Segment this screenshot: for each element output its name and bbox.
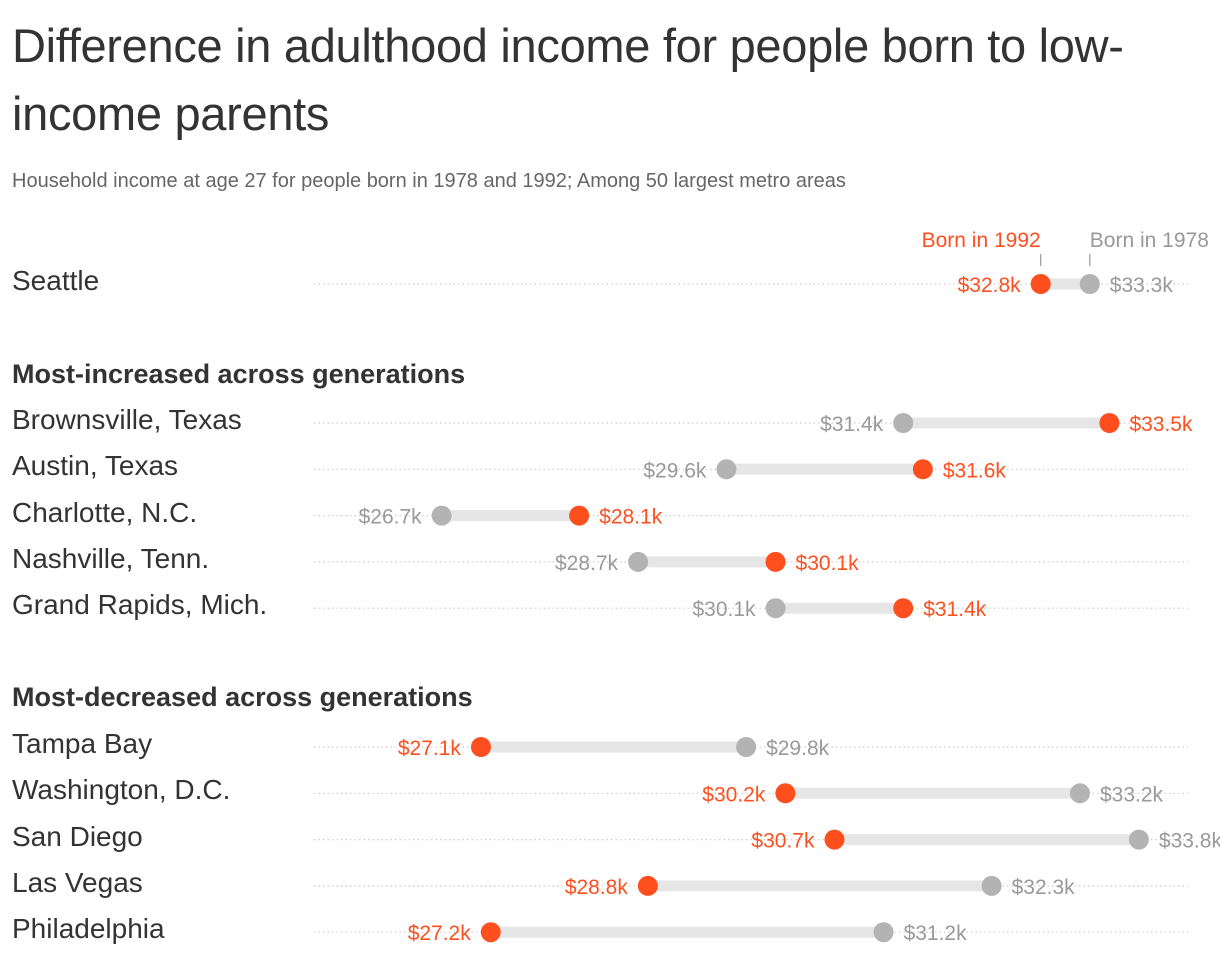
chart-title: Difference in adulthood income for peopl… [12,19,1124,140]
dot-born-1992 [1030,274,1051,294]
value-label-1992: $33.5k [1129,413,1193,436]
value-label-1978: $30.1k [692,598,756,621]
value-label-1992: $30.7k [751,830,815,853]
row-label-seattle: Seattle [12,265,100,296]
value-label-1978: $33.3k [1110,274,1174,297]
row-label: San Diego [12,820,143,852]
value-label-1992: $31.6k [943,459,1007,482]
dot-born-1978 [893,413,914,433]
dot-born-1992 [1099,413,1120,433]
dot-born-1992 [569,505,590,526]
value-label-1992: $27.2k [408,922,472,945]
value-label-1978: $29.8k [766,737,830,760]
value-label-1978: $33.8k [1159,830,1220,853]
row-label: Charlotte, N.C. [12,496,198,528]
value-label-1978: $31.4k [820,413,884,436]
row-label: Nashville, Tenn. [12,542,210,574]
dot-born-1978 [628,551,649,572]
dot-born-1978 [765,598,786,619]
value-label-1978: $31.2k [904,922,968,945]
dot-born-1992 [470,737,491,757]
chart-subtitle: Household income at age 27 for people bo… [12,170,846,192]
value-label-1992: $30.2k [702,783,766,806]
value-label-1992: $31.4k [923,598,987,621]
dot-born-1992 [765,551,786,572]
row-label: Brownsville, Texas [12,404,242,435]
value-label-1978: $26.7k [359,506,423,529]
value-label-1992: $32.8k [958,274,1022,297]
value-label-1978: $29.6k [643,459,707,482]
dot-born-1978 [431,505,452,526]
dot-born-1978 [1128,829,1149,850]
dot-born-1978 [1079,274,1100,294]
row-label: Las Vegas [12,866,143,898]
dot-born-1992 [775,783,796,804]
row-label: Grand Rapids, Mich. [12,589,268,621]
value-label-1978: $32.3k [1012,876,1076,899]
dot-born-1992 [480,922,501,943]
dot-born-1992 [912,459,933,480]
dot-born-1992 [893,598,914,619]
section-title-increased: Most-increased across generations [12,359,466,389]
value-label-1992: $28.8k [565,876,629,899]
dot-born-1992 [824,829,845,850]
dot-born-1978 [736,737,757,757]
value-label-1992: $28.1k [599,506,663,529]
row-label: Austin, Texas [12,450,179,482]
dot-born-1978 [1069,783,1090,804]
row-label: Washington, D.C. [12,774,231,806]
legend-born-1978: Born in 1978 [1089,229,1209,252]
value-label-1992: $27.1k [398,737,462,760]
value-label-1992: $30.1k [796,552,860,575]
dot-born-1978 [981,875,1002,896]
dot-born-1992 [637,875,658,896]
dot-born-1978 [873,922,894,943]
value-label-1978: $28.7k [555,552,619,575]
value-label-1978: $33.2k [1100,783,1164,806]
row-label: Tampa Bay [12,728,153,759]
section-title-decreased: Most-decreased across generations [12,682,473,712]
legend-born-1992: Born in 1992 [921,229,1041,252]
row-label: Philadelphia [12,913,165,945]
dot-born-1978 [716,459,737,480]
